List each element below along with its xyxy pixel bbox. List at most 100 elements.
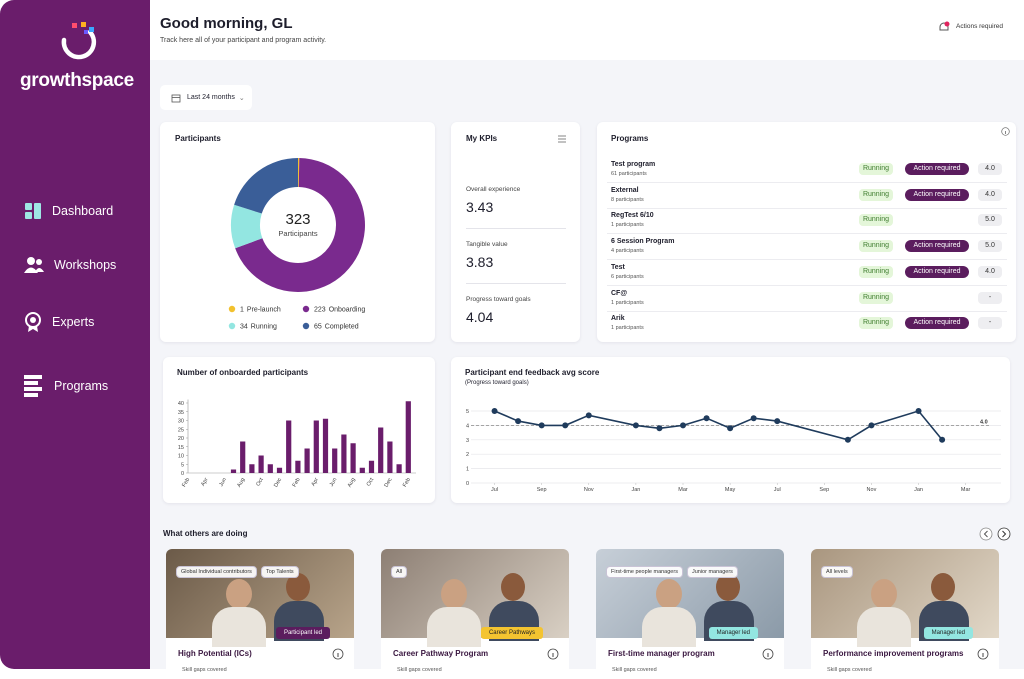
nav-label: Dashboard: [52, 204, 114, 218]
info-icon[interactable]: [547, 648, 559, 660]
sidebar: growthspace Dashboard Workshops Experts …: [0, 0, 160, 669]
score-pill: 5.0: [978, 240, 1002, 253]
info-icon[interactable]: [977, 648, 989, 660]
carousel-arrows[interactable]: [979, 527, 1013, 541]
nav-label: Experts: [52, 315, 95, 329]
card-note: Skill gaps covered: [182, 667, 227, 673]
program-card[interactable]: First-time people managers Junior manager…: [596, 549, 784, 679]
tag: Junior managers: [686, 566, 738, 578]
row-divider: [607, 182, 1007, 183]
program-name: Arik: [611, 315, 625, 323]
program-row[interactable]: RegTest 6/10 1 participants Running 5.0: [597, 210, 1016, 235]
kpi-label: Tangible value: [466, 241, 508, 248]
score-pill: 4.0: [978, 188, 1002, 201]
program-name: Test: [611, 263, 625, 271]
card-image: First-time people managers Junior manager…: [596, 549, 784, 647]
action-pill[interactable]: Action required: [905, 163, 969, 175]
tags: All levels: [821, 560, 857, 578]
card-title: High Potential (ICs): [178, 649, 252, 658]
program-participants: 8 participants: [611, 196, 644, 203]
tags: First-time people managers Junior manager…: [606, 560, 742, 578]
tags: Global Individual contributors Top Talent…: [176, 560, 303, 578]
row-divider: [607, 259, 1007, 261]
person-body: [212, 607, 266, 647]
program-row[interactable]: External 8 participants Running Action requ…: [597, 185, 1016, 210]
card-title: Number of onboarded participants: [177, 368, 309, 377]
program-name: CF@: [611, 289, 628, 297]
kpi-value: 3.83: [466, 254, 494, 270]
chevron: ⌄: [238, 94, 245, 102]
program-participants: 6 participants: [611, 273, 644, 280]
badge: Manager led: [708, 627, 758, 639]
program-participants: 4 participants: [611, 248, 644, 255]
nav-item[interactable]: Programs: [24, 374, 108, 398]
program-row[interactable]: Test 6 participants Running Action required…: [597, 262, 1016, 287]
tag: Top Talents: [260, 566, 299, 578]
status-pill: Running: [859, 163, 893, 175]
nav-icon: [25, 312, 41, 332]
person-body: [427, 607, 481, 647]
program-name: RegTest 6/10: [611, 212, 654, 220]
program-row[interactable]: 6 Session Program 4 participants Running Ac…: [597, 236, 1016, 261]
score-pill: -: [978, 291, 1002, 304]
program-card[interactable]: Global Individual contributors Top Talent…: [166, 549, 354, 679]
kpi-divider: [466, 283, 566, 284]
program-card[interactable]: All Career Pathways Career Pathway Program…: [381, 549, 569, 679]
score-pill: 5.0: [978, 214, 1002, 227]
card-title: First-time manager program: [608, 649, 715, 658]
feedback-card: Participant end feedback avg score (Prog…: [451, 357, 1010, 503]
nav-icon: [25, 203, 41, 219]
section-title: What others are doing: [163, 529, 248, 538]
nav-icon: [24, 375, 42, 397]
program-row[interactable]: CF@ 1 participants Running -: [597, 288, 1016, 313]
header-subtitle: Track here all of your participant and p…: [160, 37, 327, 44]
person-body: [857, 607, 911, 647]
logo-mark: [61, 22, 97, 60]
card-note: Skill gaps covered: [827, 667, 872, 673]
date-filter[interactable]: Last 24 months ⌄: [160, 85, 252, 110]
card-title: Career Pathway Program: [393, 649, 489, 658]
row-divider: [607, 310, 1007, 312]
participants-card: Participants: [160, 122, 435, 342]
info-icon[interactable]: [332, 648, 344, 660]
info-icon[interactable]: [762, 648, 774, 660]
program-row[interactable]: Arik 1 participants Running Action required…: [597, 313, 1016, 338]
actions-required[interactable]: Actions required: [956, 23, 1003, 30]
program-row[interactable]: Test program 61 participants Running Action…: [597, 159, 1016, 184]
nav-item[interactable]: Workshops: [24, 256, 116, 274]
info-icon[interactable]: [1001, 127, 1010, 136]
card-title: Programs: [611, 134, 649, 143]
header: Good morning, GL Track here all of your …: [150, 0, 1024, 60]
settings-icon[interactable]: [557, 134, 567, 143]
card-image: All: [381, 549, 569, 647]
kpi-card: My KPIs Overall experience 3.43 Tangible v…: [451, 122, 580, 342]
card-note: Skill gaps covered: [612, 667, 657, 673]
action-pill[interactable]: Action required: [905, 317, 969, 330]
program-name: Test program: [611, 161, 656, 168]
action-pill[interactable]: Action required: [905, 188, 969, 201]
onboarded-card: Number of onboarded participants: [163, 357, 435, 503]
nav-label: Programs: [54, 379, 109, 393]
nav-item[interactable]: Experts: [24, 312, 94, 332]
nav-label: Workshops: [54, 258, 117, 272]
tag: All: [391, 566, 408, 578]
tag: First-time people managers: [606, 566, 683, 578]
card-title: Participant end feedback avg score: [465, 368, 600, 377]
badge: Career Pathways: [480, 627, 543, 639]
action-pill[interactable]: Action required: [905, 265, 969, 278]
person-body: [642, 607, 696, 647]
program-name: External: [611, 186, 639, 194]
program-card[interactable]: All levels Manager led Performance improve…: [811, 549, 999, 679]
person-head: [931, 573, 955, 601]
program-participants: 1 participants: [611, 325, 644, 332]
program-name: 6 Session Program: [611, 238, 675, 246]
card-title: Participants: [175, 134, 221, 143]
kpi-label: Progress toward goals: [466, 296, 531, 303]
card-image: All levels: [811, 549, 999, 647]
kpi-divider: [466, 228, 566, 229]
person-head: [871, 579, 897, 609]
bell-icon[interactable]: [938, 21, 950, 33]
action-pill[interactable]: Action required: [905, 240, 969, 253]
nav-item[interactable]: Dashboard: [24, 202, 113, 220]
program-participants: 61 participants: [611, 171, 647, 177]
